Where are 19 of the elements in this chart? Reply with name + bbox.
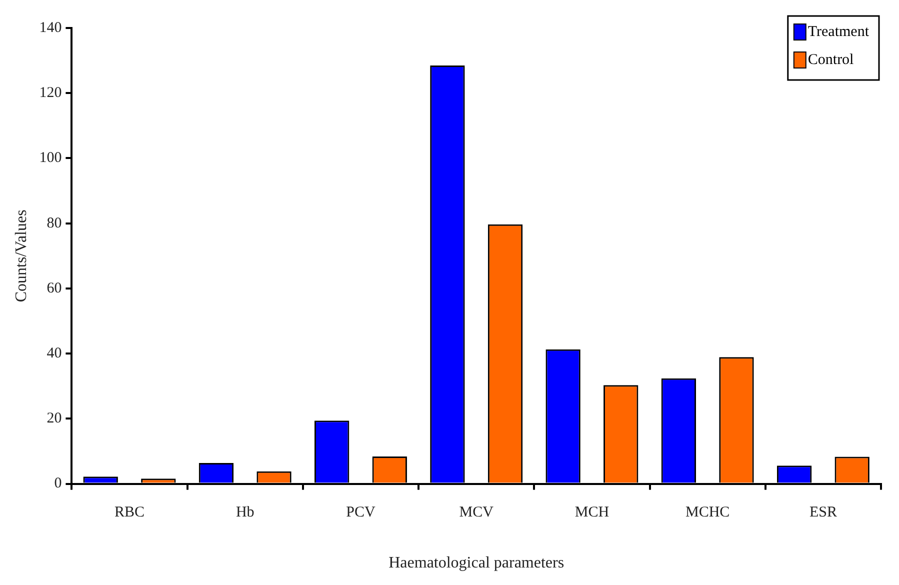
x-axis-title: Haematological parameters: [388, 554, 564, 572]
x-tick-label: ESR: [809, 504, 837, 521]
legend-label: Control: [808, 52, 854, 68]
x-tick-label: MCV: [459, 504, 494, 521]
y-tick-label: 60: [46, 280, 62, 296]
y-tick-label: 40: [46, 346, 62, 362]
y-tick-label: 140: [39, 20, 62, 36]
y-tick-label: 100: [39, 150, 62, 166]
x-tick-label: PCV: [346, 504, 376, 521]
x-tick-label: Hb: [236, 504, 254, 521]
y-tick-label: 20: [46, 410, 62, 427]
x-tick-label: RBC: [114, 504, 145, 521]
y-axis-title: Counts/Values: [12, 210, 30, 302]
legend-label: Treatment: [808, 24, 870, 40]
x-tick-label: MCHC: [685, 504, 730, 521]
y-tick-label: 0: [54, 476, 62, 492]
y-tick-label: 80: [46, 215, 62, 232]
y-tick-label: 120: [39, 85, 62, 102]
x-tick-label: MCH: [574, 504, 610, 521]
